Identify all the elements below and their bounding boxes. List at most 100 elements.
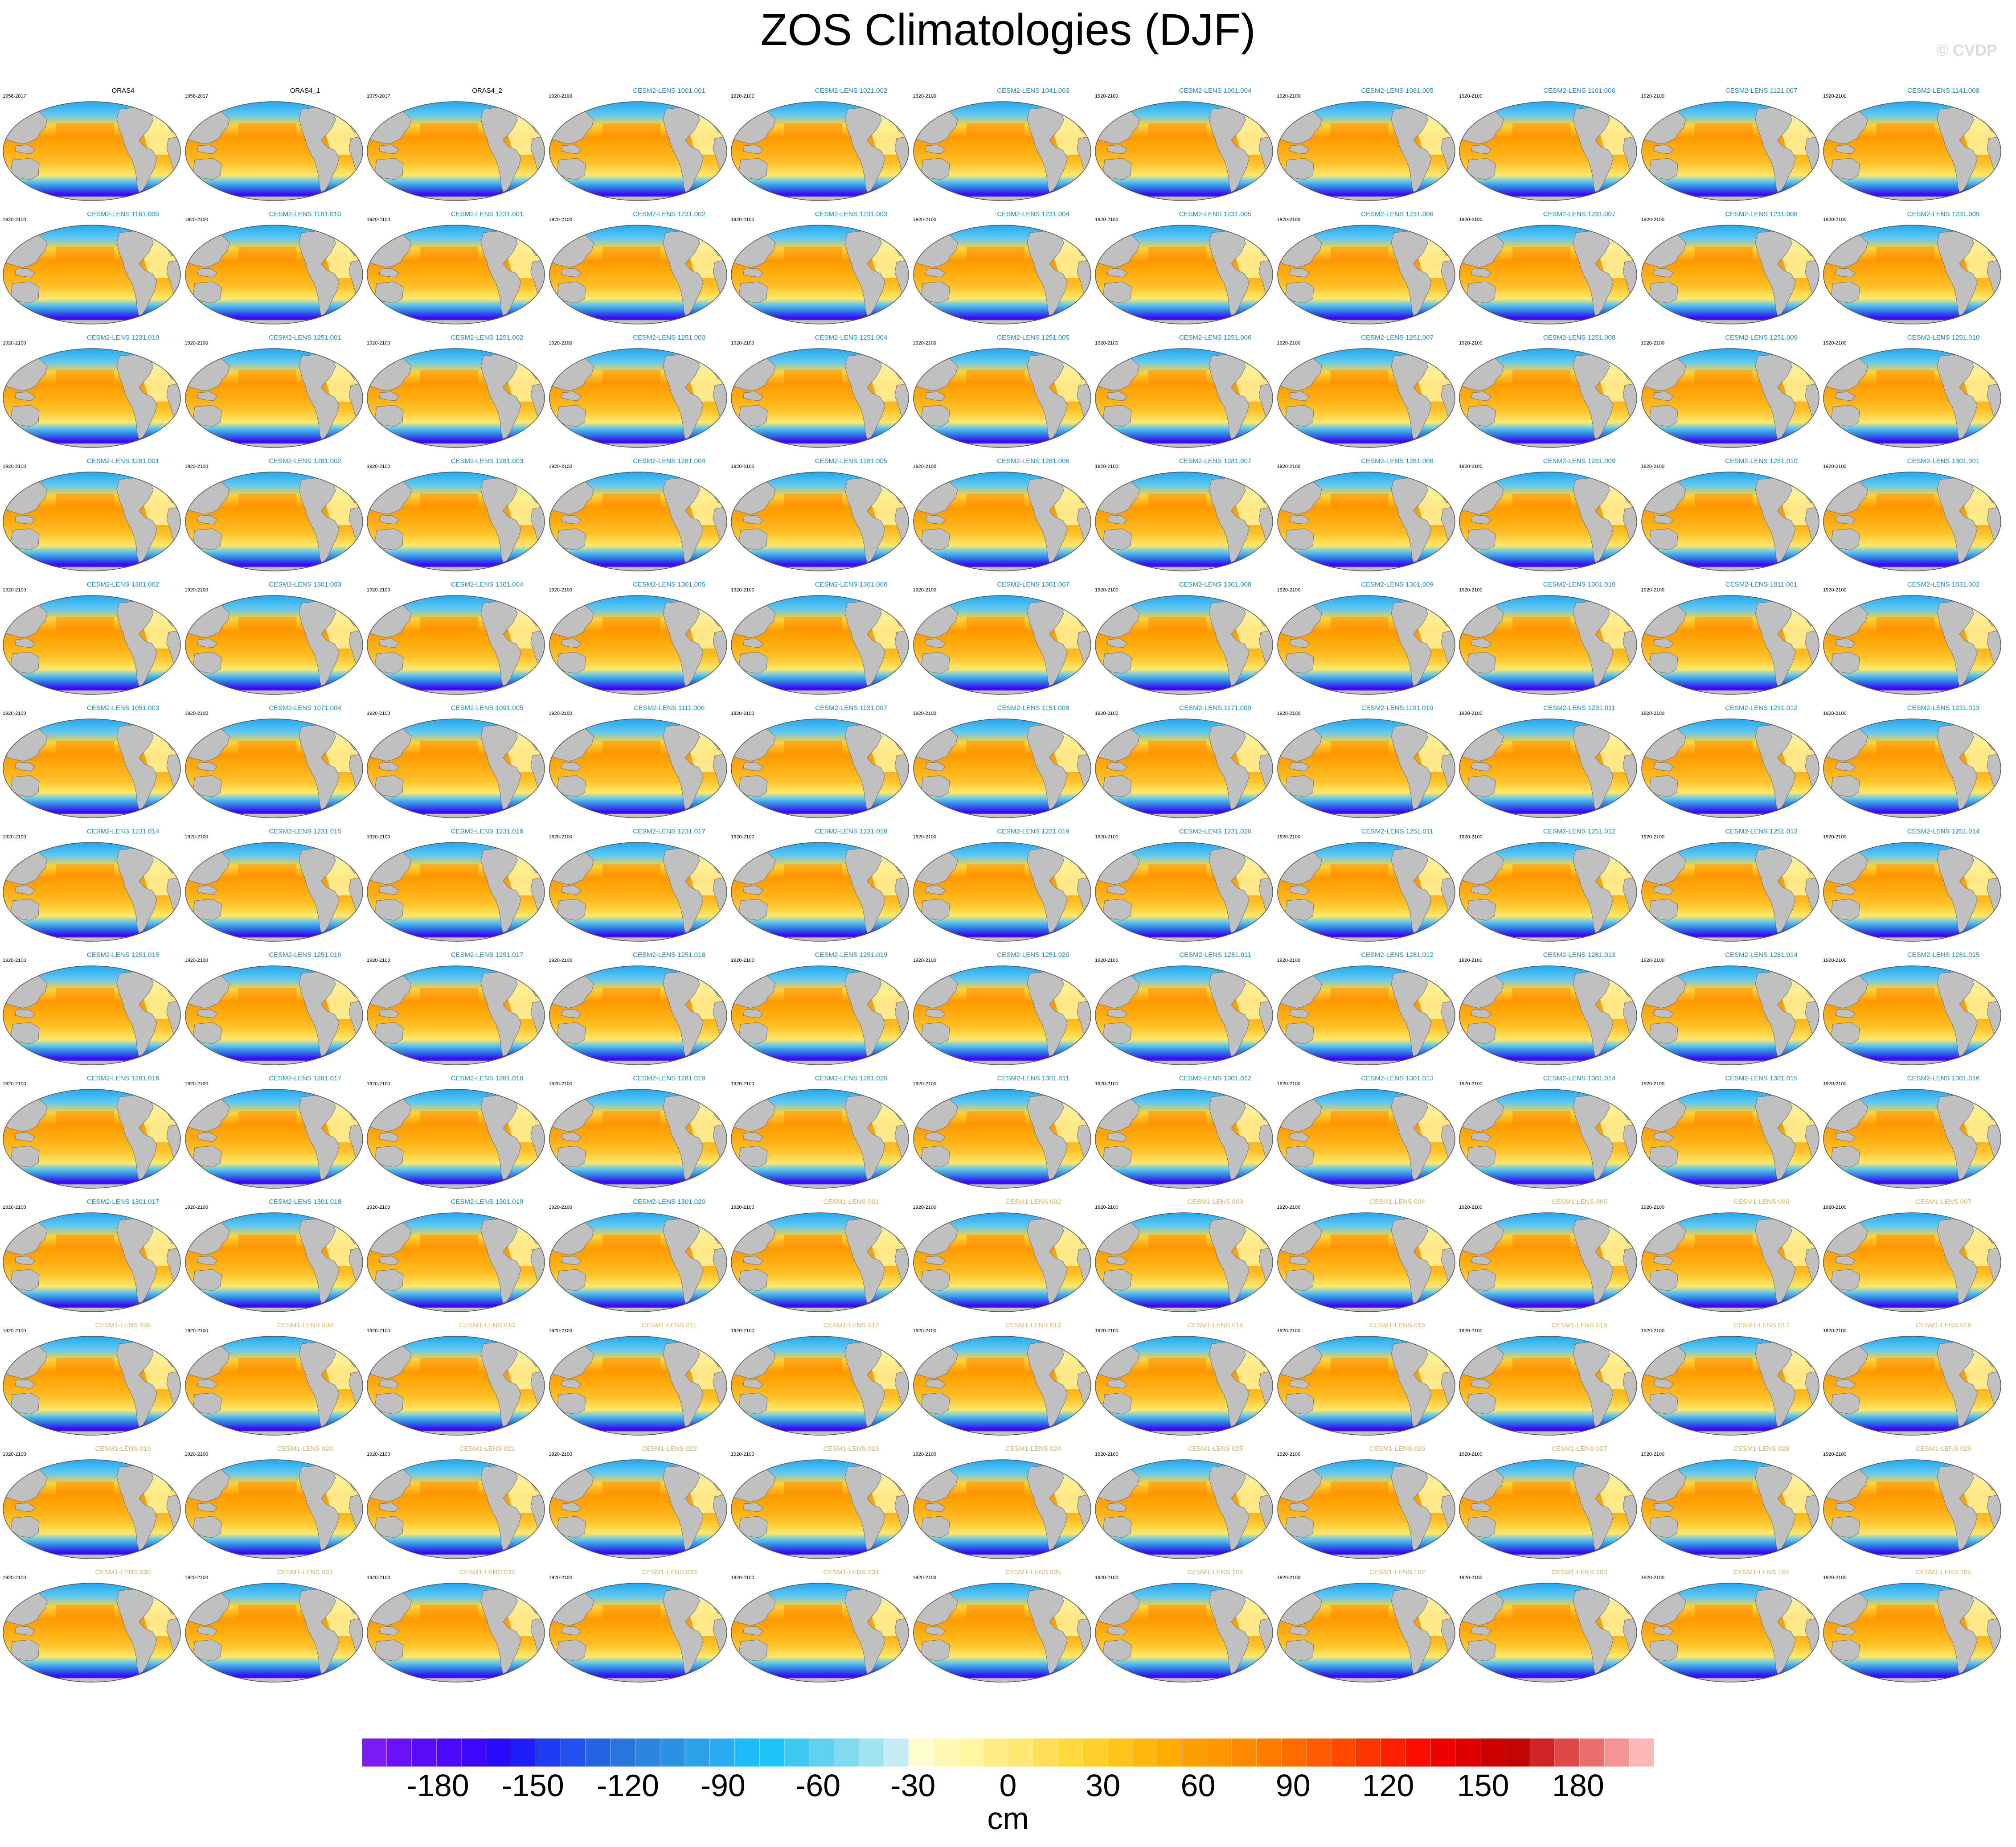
- map-panel: 1920-2100 CESM1-LENS 028: [1641, 1445, 1819, 1565]
- map-svg: [367, 225, 545, 324]
- panel-years: 1920-2100: [3, 1081, 26, 1087]
- land-greenland: [1245, 1462, 1260, 1475]
- panel-title: CESM2-LENS 1251.009: [1725, 334, 1798, 341]
- colorbar-swatch: [1579, 1738, 1605, 1767]
- map-svg: [367, 1459, 545, 1559]
- land-australia: [1648, 281, 1678, 304]
- land-maritime-asia: [1835, 1379, 1856, 1389]
- map-svg: [1095, 718, 1273, 818]
- panel-title: CESM2-LENS 1231.013: [1907, 704, 1980, 712]
- panel-title: CESM2-LENS 1231.018: [815, 828, 888, 835]
- land-greenland: [1791, 845, 1807, 858]
- pacific-high: [966, 864, 1024, 878]
- land-americas: [480, 354, 521, 439]
- land-australia: [920, 1145, 950, 1168]
- land-australia: [1467, 775, 1496, 797]
- land-australia: [10, 405, 40, 427]
- panel-title: CESM2-LENS 1141.008: [1907, 87, 1979, 94]
- colorbar-swatch: [908, 1738, 934, 1767]
- map-outline: [731, 842, 909, 942]
- land-greenland: [1791, 475, 1807, 487]
- map-svg: [549, 965, 727, 1065]
- panel-years: 1920-2100: [731, 464, 754, 469]
- pacific-high: [1330, 247, 1389, 260]
- map-svg: [1823, 101, 2001, 201]
- panel-title: CESM1-LENS 012: [823, 1322, 879, 1329]
- colorbar-swatch: [486, 1738, 512, 1767]
- colorbar-swatch: [859, 1738, 885, 1767]
- land-maritime-asia: [561, 268, 582, 278]
- land-greenland: [1973, 1462, 1988, 1475]
- colorbar-swatch: [1256, 1738, 1282, 1767]
- land-americas: [1937, 477, 1978, 563]
- map-outline: [3, 472, 181, 571]
- land-maritime-asia: [1107, 762, 1127, 772]
- map-panel: 1920-2100 CESM2-LENS 1281.004: [549, 457, 727, 578]
- land-greenland: [517, 1092, 532, 1104]
- panel-title: CESM1-LENS 007: [1915, 1198, 1971, 1206]
- map-panel: 1920-2100 CESM1-LENS 022: [549, 1445, 727, 1565]
- land-greenland: [517, 1339, 532, 1351]
- map-outline: [3, 1583, 181, 1683]
- land-americas: [1573, 477, 1614, 563]
- land-greenland: [1791, 722, 1807, 734]
- panel-years: 1920-2100: [1277, 1081, 1301, 1087]
- pacific-high: [1148, 864, 1206, 878]
- panel-years: 1920-2100: [1277, 711, 1301, 716]
- map-svg: [1823, 1336, 2001, 1436]
- land-australia: [374, 1392, 404, 1415]
- map-outline: [1459, 1336, 1637, 1436]
- land-maritime-asia: [1471, 762, 1492, 772]
- map-panel: 1920-2100 CESM1-LENS 018: [1823, 1322, 2001, 1442]
- pacific-high: [1330, 370, 1389, 384]
- land-greenland: [1245, 351, 1260, 364]
- land-australia: [1831, 405, 1860, 427]
- panel-years: 1920-2100: [913, 464, 937, 469]
- panel-title: CESM1-LENS 024: [1005, 1445, 1061, 1453]
- land-americas: [1754, 1095, 1796, 1180]
- land-australia: [556, 1516, 586, 1538]
- map-panel: 1920-2100 CESM2-LENS 1231.008: [1641, 210, 1819, 331]
- land-americas: [844, 477, 885, 563]
- panel-grid: 1958-2017 ORAS4 1958-2017 ORAS4_1 1979-2017 O…: [3, 87, 2001, 1689]
- land-maritime-asia: [561, 885, 582, 895]
- panel-years: 1920-2100: [731, 1205, 754, 1210]
- map-outline: [1641, 718, 1819, 818]
- land-australia: [1102, 1145, 1132, 1168]
- map-outline: [913, 1459, 1091, 1559]
- pacific-high: [1148, 741, 1206, 754]
- map-outline: [3, 718, 181, 818]
- map-panel: 1920-2100 CESM1-LENS 034: [731, 1568, 909, 1689]
- panel-title: ORAS4_2: [472, 87, 502, 94]
- land-maritime-asia: [1471, 1379, 1492, 1389]
- land-americas: [1026, 1465, 1068, 1551]
- land-americas: [116, 230, 157, 316]
- land-americas: [298, 1465, 340, 1551]
- land-greenland: [1063, 1339, 1078, 1351]
- land-americas: [116, 1218, 157, 1304]
- map-outline: [3, 1212, 181, 1312]
- map-outline: [367, 101, 545, 201]
- land-greenland: [1973, 475, 1988, 487]
- land-maritime-asia: [925, 1256, 946, 1265]
- colorbar-swatch: [1629, 1738, 1655, 1767]
- land-americas: [662, 601, 704, 686]
- map-svg: [1277, 965, 1455, 1065]
- land-greenland: [153, 969, 168, 981]
- land-australia: [920, 775, 950, 797]
- pacific-high: [56, 741, 114, 754]
- panel-years: 1958-2017: [184, 94, 209, 99]
- land-greenland: [1609, 228, 1624, 240]
- land-greenland: [1427, 1215, 1442, 1228]
- pacific-high: [784, 123, 842, 137]
- map-panel: 1920-2100 CESM1-LENS 025: [1095, 1445, 1273, 1565]
- map-panel: 1920-2100 CESM2-LENS 1281.016: [3, 1075, 181, 1195]
- land-australia: [374, 528, 404, 550]
- land-americas: [480, 724, 521, 810]
- land-maritime-asia: [379, 638, 399, 648]
- panel-title: CESM2-LENS 1281.017: [269, 1075, 341, 1082]
- land-greenland: [335, 969, 350, 981]
- colorbar-swatch: [511, 1738, 537, 1767]
- colorbar-swatch: [1381, 1738, 1406, 1767]
- land-americas: [844, 848, 885, 933]
